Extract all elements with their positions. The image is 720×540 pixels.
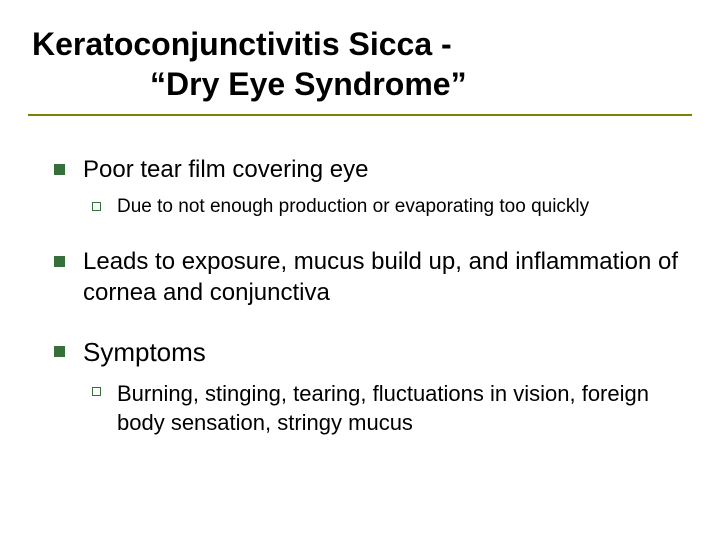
subbullet-text: Due to not enough production or evaporat…: [117, 195, 589, 220]
square-bullet-icon: [54, 256, 65, 267]
bullet-leads-to-exposure: Leads to exposure, mucus build up, and i…: [54, 246, 692, 308]
subbullet-symptoms-list: Burning, stinging, tearing, fluctuations…: [92, 380, 692, 437]
square-bullet-icon: [54, 164, 65, 175]
slide: Keratoconjunctivitis Sicca - “Dry Eye Sy…: [0, 0, 720, 540]
bullet-symptoms: Symptoms: [54, 336, 692, 370]
title-line-1: Keratoconjunctivitis Sicca -: [32, 24, 688, 64]
title-line-2: “Dry Eye Syndrome”: [32, 64, 688, 104]
bullet-text: Poor tear film covering eye: [83, 154, 368, 185]
bullet-text: Symptoms: [83, 336, 206, 370]
subbullet-text: Burning, stinging, tearing, fluctuations…: [117, 380, 692, 437]
square-outline-bullet-icon: [92, 387, 101, 396]
square-bullet-icon: [54, 346, 65, 357]
subbullet-production: Due to not enough production or evaporat…: [92, 195, 692, 220]
slide-content: Poor tear film covering eye Due to not e…: [28, 154, 692, 437]
title-block: Keratoconjunctivitis Sicca - “Dry Eye Sy…: [28, 18, 692, 116]
bullet-poor-tear-film: Poor tear film covering eye: [54, 154, 692, 185]
bullet-text: Leads to exposure, mucus build up, and i…: [83, 246, 692, 308]
square-outline-bullet-icon: [92, 202, 101, 211]
